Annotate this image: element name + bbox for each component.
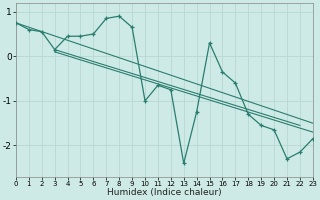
X-axis label: Humidex (Indice chaleur): Humidex (Indice chaleur) xyxy=(107,188,222,197)
